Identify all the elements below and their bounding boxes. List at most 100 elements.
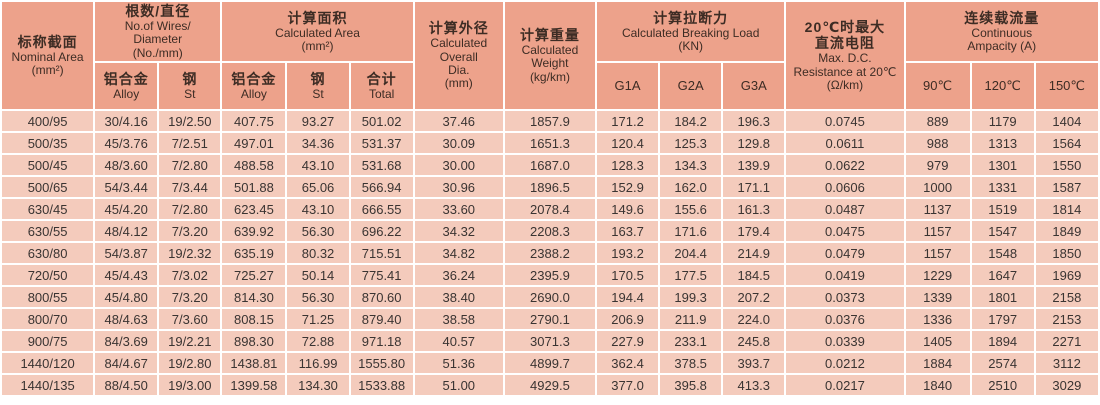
table-cell: 1555.80 — [350, 353, 413, 374]
table-cell: 207.2 — [723, 287, 785, 308]
table-row: 800/55 45/4.80 7/3.20 814.30 56.30 870.60 38.4… — [2, 287, 1098, 308]
table-cell: 3071.3 — [504, 331, 596, 352]
table-cell: 48/4.63 — [95, 309, 158, 330]
table-cell: 84/3.69 — [95, 331, 158, 352]
table-cell: 4899.7 — [504, 353, 596, 374]
header-en: Max. D.C. Resistance at 20℃ (Ω/km) — [793, 51, 897, 93]
table-row: 500/45 48/3.60 7/2.80 488.58 43.10 531.68 30.0… — [2, 155, 1098, 176]
table-cell: 45/3.76 — [95, 133, 158, 154]
table-cell: 1969 — [1035, 265, 1098, 286]
table-cell: 0.0217 — [786, 375, 904, 396]
table-cell: 88/4.50 — [95, 375, 158, 396]
table-cell: 531.37 — [350, 133, 413, 154]
table-cell: 1548 — [971, 243, 1034, 264]
subcol-header-wires-steel: 钢 St — [159, 63, 221, 110]
subcol-header-150c: 150℃ — [1035, 63, 1098, 110]
table-cell: 1894 — [971, 331, 1034, 352]
col-header-wires-diameter: 根数/直径 No.of Wires/ Diameter (No./mm) — [95, 2, 221, 62]
table-cell: 2388.2 — [504, 243, 596, 264]
table-cell: 155.6 — [660, 199, 722, 220]
table-cell: 500/65 — [2, 177, 94, 198]
table-cell: 56.30 — [287, 221, 349, 242]
table-cell: 93.27 — [287, 111, 349, 132]
table-cell: 1440/135 — [2, 375, 94, 396]
table-cell: 184.2 — [660, 111, 722, 132]
table-cell: 1564 — [1035, 133, 1098, 154]
header-label: G1A — [614, 78, 641, 94]
table-cell: 227.9 — [597, 331, 659, 352]
table-cell: 7/2.51 — [159, 133, 221, 154]
table-header: 标称截面 Nominal Area (mm²) 根数/直径 No.of Wire… — [2, 2, 1098, 110]
table-cell: 889 — [905, 111, 970, 132]
table-body: 400/95 30/4.16 19/2.50 407.75 93.27 501.02 37.… — [2, 111, 1098, 396]
table-cell: 194.4 — [597, 287, 659, 308]
table-cell: 170.5 — [597, 265, 659, 286]
header-zh: 计算重量 — [519, 27, 580, 43]
table-cell: 1157 — [905, 243, 970, 264]
table-cell: 7/2.80 — [159, 155, 221, 176]
header-zh: 标称截面 — [17, 33, 78, 50]
table-row: 500/65 54/3.44 7/3.44 501.88 65.06 566.94 30.9… — [2, 177, 1098, 198]
table-cell: 1331 — [971, 177, 1034, 198]
table-cell: 1000 — [905, 177, 970, 198]
table-cell: 4929.5 — [504, 375, 596, 396]
table-row: 500/35 45/3.76 7/2.51 497.01 34.36 531.37 30.0… — [2, 133, 1098, 154]
table-cell: 233.1 — [660, 331, 722, 352]
table-cell: 1229 — [905, 265, 970, 286]
table-cell: 1301 — [971, 155, 1034, 176]
table-cell: 43.10 — [287, 199, 349, 220]
table-cell: 395.8 — [660, 375, 722, 396]
table-cell: 870.60 — [350, 287, 413, 308]
subcol-header-area-total: 合计 Total — [350, 63, 413, 110]
subcol-header-120c: 120℃ — [971, 63, 1034, 110]
table-cell: 214.9 — [723, 243, 785, 264]
table-cell: 725.27 — [222, 265, 286, 286]
col-header-calculated-weight: 计算重量 Calculated Weight (kg/km) — [504, 2, 596, 110]
table-cell: 1179 — [971, 111, 1034, 132]
table-cell: 224.0 — [723, 309, 785, 330]
header-zh: 计算拉断力 — [653, 9, 729, 26]
subcol-header-area-steel: 钢 St — [287, 63, 349, 110]
table-row: 720/50 45/4.43 7/3.02 725.27 50.14 775.41 36.2… — [2, 265, 1098, 286]
table-row: 630/55 48/4.12 7/3.20 639.92 56.30 696.22 34.3… — [2, 221, 1098, 242]
table-cell: 696.22 — [350, 221, 413, 242]
table-cell: 501.88 — [222, 177, 286, 198]
table-cell: 34.82 — [414, 243, 503, 264]
table-cell: 988 — [905, 133, 970, 154]
table-cell: 1840 — [905, 375, 970, 396]
col-header-breaking-load: 计算拉断力 Calculated Breaking Load (KN) — [597, 2, 785, 62]
table-cell: 501.02 — [350, 111, 413, 132]
table-cell: 7/3.02 — [159, 265, 221, 286]
table-cell: 193.2 — [597, 243, 659, 264]
table-cell: 800/70 — [2, 309, 94, 330]
header-label: 120℃ — [984, 78, 1021, 94]
header-row-sub: 铝合金 Alloy 钢 St 铝合金 Alloy 钢 St 合计 Total — [2, 63, 1098, 110]
table-cell: 36.24 — [414, 265, 503, 286]
table-cell: 171.6 — [660, 221, 722, 242]
header-zh: 20℃时最大 直流电阻 — [804, 18, 886, 52]
table-cell: 0.0376 — [786, 309, 904, 330]
table-cell: 161.3 — [723, 199, 785, 220]
table-cell: 1404 — [1035, 111, 1098, 132]
table-cell: 898.30 — [222, 331, 286, 352]
header-en: St — [184, 86, 196, 101]
table-cell: 800/55 — [2, 287, 94, 308]
header-label: G3A — [740, 78, 767, 94]
table-cell: 30/4.16 — [95, 111, 158, 132]
table-cell: 979 — [905, 155, 970, 176]
table-cell: 2510 — [971, 375, 1034, 396]
table-cell: 393.7 — [723, 353, 785, 374]
table-cell: 500/35 — [2, 133, 94, 154]
table-cell: 7/2.80 — [159, 199, 221, 220]
table-cell: 1339 — [905, 287, 970, 308]
header-zh: 钢 — [310, 70, 326, 87]
table-cell: 56.30 — [287, 287, 349, 308]
table-cell: 149.6 — [597, 199, 659, 220]
table-cell: 19/3.00 — [159, 375, 221, 396]
table-cell: 51.36 — [414, 353, 503, 374]
header-en: Calculated Breaking Load (KN) — [621, 25, 760, 53]
table-cell: 775.41 — [350, 265, 413, 286]
table-cell: 378.5 — [660, 353, 722, 374]
table-cell: 639.92 — [222, 221, 286, 242]
